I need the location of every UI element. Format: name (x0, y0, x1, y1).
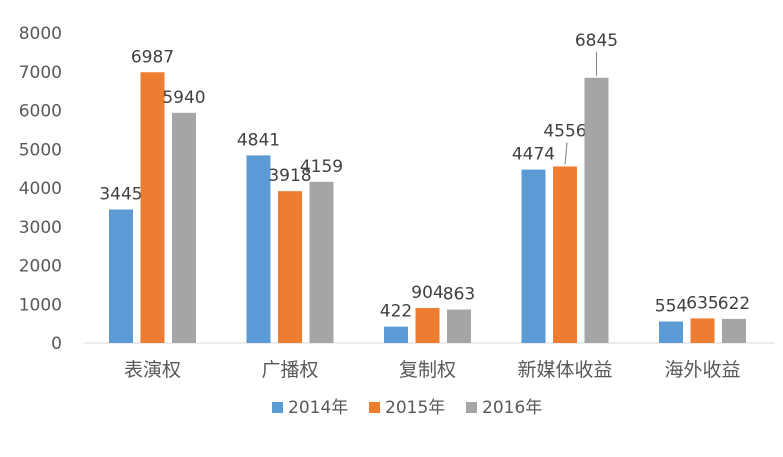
y-tick-label: 6000 (19, 102, 62, 122)
y-tick-label: 8000 (19, 24, 62, 44)
data-label: 554 (655, 297, 687, 317)
data-label: 622 (718, 294, 750, 314)
x-tick-label: 新媒体收益 (517, 359, 612, 381)
data-label: 4474 (512, 145, 555, 165)
legend-swatch (466, 402, 477, 413)
data-label: 904 (411, 283, 443, 303)
bar-2014年-表演权 (109, 209, 133, 343)
y-tick-label: 3000 (19, 218, 62, 238)
legend-label: 2015年 (385, 398, 445, 418)
leader-line (564, 142, 568, 165)
x-tick-label: 海外收益 (664, 359, 740, 381)
y-tick-label: 7000 (19, 63, 62, 83)
bar-2014年-广播权 (246, 155, 271, 343)
legend-swatch (369, 402, 380, 413)
legend-swatch (272, 402, 283, 413)
y-tick-label: 2000 (19, 257, 62, 277)
legend-label: 2014年 (288, 398, 348, 418)
bar-2014年-海外收益 (659, 321, 683, 343)
data-label: 4841 (237, 130, 280, 150)
data-label: 3445 (99, 185, 142, 205)
data-label: 3918 (268, 166, 311, 186)
data-label: 422 (380, 302, 412, 322)
data-label: 5940 (162, 88, 205, 108)
y-tick-label: 1000 (19, 295, 62, 315)
bar-2015年-表演权 (140, 72, 165, 343)
x-tick-label: 复制权 (399, 359, 456, 381)
data-label: 635 (686, 293, 718, 313)
bar-2016年-复制权 (447, 309, 471, 343)
data-label: 6845 (575, 31, 618, 51)
data-label: 4159 (300, 157, 343, 177)
bar-2016年-表演权 (172, 112, 196, 343)
data-label: 4556 (543, 121, 586, 141)
bar-2015年-复制权 (415, 307, 440, 343)
data-label: 863 (443, 285, 475, 305)
legend-label: 2016年 (482, 398, 542, 418)
bar-2016年-新媒体收益 (584, 77, 609, 343)
data-label: 6987 (131, 47, 174, 67)
x-tick-label: 广播权 (261, 359, 318, 381)
bar-2014年-复制权 (384, 326, 408, 343)
bar-2014年-新媒体收益 (521, 169, 546, 343)
bar-2015年-海外收益 (690, 318, 715, 343)
bar-2016年-海外收益 (722, 318, 746, 343)
bar-2015年-广播权 (278, 191, 302, 343)
y-tick-label: 0 (51, 334, 62, 354)
y-tick-label: 4000 (19, 179, 62, 199)
bar-2016年-广播权 (309, 181, 334, 343)
bar-2015年-新媒体收益 (553, 166, 577, 343)
y-tick-label: 5000 (19, 140, 62, 160)
x-tick-label: 表演权 (124, 359, 181, 381)
